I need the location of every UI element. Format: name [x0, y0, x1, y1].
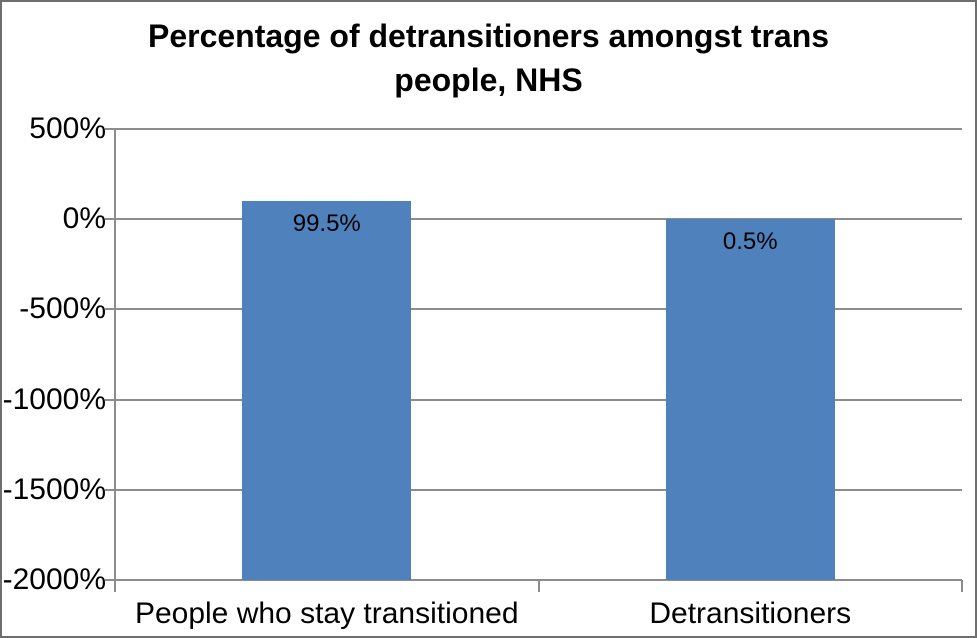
bar [665, 219, 835, 580]
y-tick-label: -1000% [2, 382, 106, 416]
gridline [115, 128, 962, 130]
y-tick-label: -1500% [2, 472, 106, 506]
y-tick-label: 500% [29, 112, 106, 145]
chart-title: Percentage of detransitioners amongst tr… [2, 14, 975, 102]
gridline [115, 218, 962, 221]
y-axis-line [114, 129, 116, 592]
bar-data-label: 0.5% [722, 228, 778, 256]
y-axis-tick [105, 398, 115, 401]
y-tick-label: -2000% [2, 563, 106, 596]
y-tick-label: 0% [62, 202, 106, 236]
chart-title-line-2: people, NHS [394, 62, 583, 98]
bar [242, 201, 412, 580]
chart-title-line-1: Percentage of detransitioners amongst tr… [147, 18, 830, 54]
y-tick-label: -500% [19, 292, 106, 326]
gridline [115, 488, 962, 491]
y-axis-tick [105, 579, 115, 581]
gridline [115, 398, 962, 401]
category-label: Detransitioners [649, 597, 852, 630]
bar-data-label: 99.5% [292, 210, 361, 238]
gridline [115, 308, 962, 311]
y-axis-tick [105, 308, 115, 311]
y-axis-tick [105, 488, 115, 491]
y-axis-tick [105, 128, 115, 130]
x-axis-tick [537, 580, 540, 592]
category-label: People who stay transitioned [134, 597, 519, 630]
x-axis-tick [961, 580, 963, 592]
y-axis-tick [105, 218, 115, 221]
